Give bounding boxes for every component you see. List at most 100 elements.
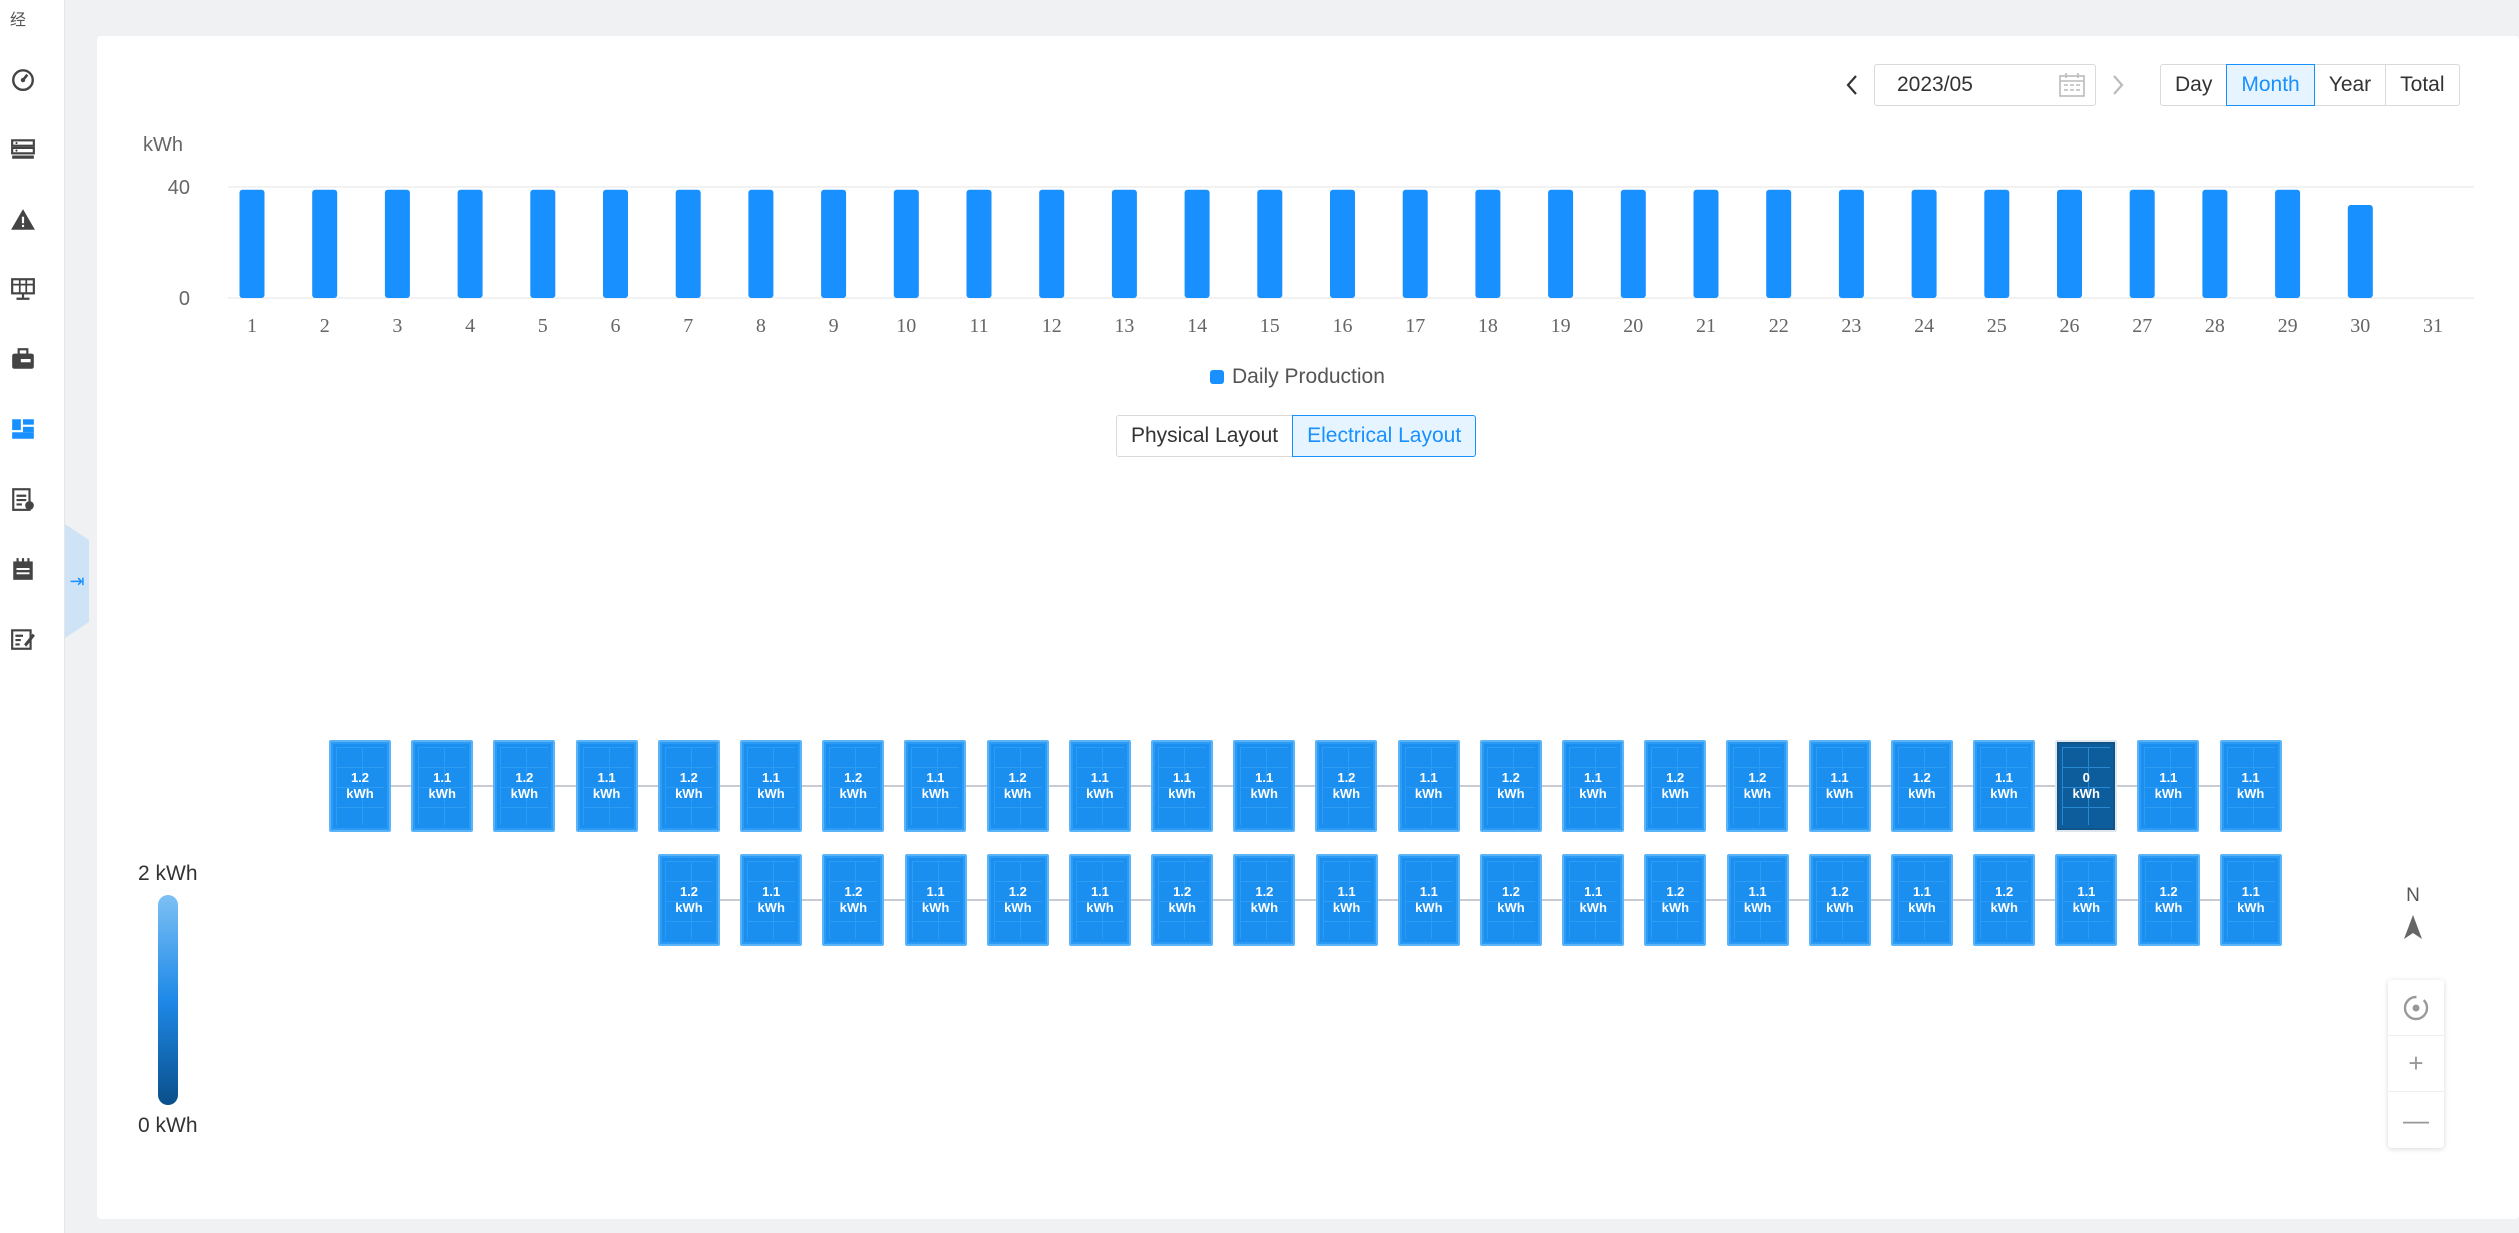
prev-period-icon[interactable] bbox=[1840, 69, 1864, 101]
panel-unit: kWh bbox=[2154, 786, 2183, 801]
solar-panel[interactable]: 1.1 kWh bbox=[1315, 854, 1378, 946]
solar-panel[interactable]: 1.2 kWh bbox=[1479, 740, 1542, 832]
solar-panel[interactable]: 1.1 kWh bbox=[2137, 740, 2200, 832]
layout-selector: Physical Layout Electrical Layout bbox=[1116, 415, 1477, 457]
solar-panel[interactable]: 1.2 kWh bbox=[1726, 740, 1789, 832]
date-picker-input[interactable]: 2023/05 bbox=[1874, 64, 2096, 106]
solar-panel[interactable]: 1.2 kWh bbox=[1233, 854, 1296, 946]
solar-panel[interactable]: 1.1 kWh bbox=[1151, 740, 1213, 832]
solar-panel[interactable]: 1.1 kWh bbox=[1068, 740, 1131, 832]
solar-panel[interactable]: 1.2 kWh bbox=[1890, 740, 1953, 832]
solar-panel[interactable]: 1.1 kWh bbox=[904, 740, 967, 832]
panel-unit: kWh bbox=[1086, 786, 1114, 801]
panel-unit: kWh bbox=[1661, 786, 1689, 801]
solar-panel[interactable]: 1.1 kWh bbox=[1562, 740, 1624, 832]
panel-unit: kWh bbox=[1414, 786, 1443, 801]
solar-panel[interactable]: 1.1 kWh bbox=[2219, 740, 2282, 832]
solar-panel[interactable]: 1.1 kWh bbox=[1397, 740, 1460, 832]
panel-unit: kWh bbox=[1250, 900, 1279, 915]
layout-grid-icon[interactable] bbox=[8, 414, 38, 444]
solar-panel[interactable]: 1.1 kWh bbox=[904, 854, 967, 946]
solar-panel[interactable]: 1.2 kWh bbox=[1644, 854, 1707, 946]
legend-label: Daily Production bbox=[1232, 365, 1385, 388]
solar-panel[interactable]: 1.1 kWh bbox=[740, 740, 802, 832]
solar-panel[interactable]: 1.1 kWh bbox=[1069, 854, 1131, 946]
solar-panel[interactable]: 1.2 kWh bbox=[986, 854, 1049, 946]
panel-unit: kWh bbox=[1168, 786, 1196, 801]
toolbox-icon[interactable] bbox=[8, 344, 38, 374]
panel-value: 1.1 bbox=[1337, 884, 1356, 899]
next-period-icon[interactable] bbox=[2106, 69, 2130, 101]
solar-panel[interactable]: 1.2 kWh bbox=[658, 854, 720, 946]
edit-notes-icon[interactable] bbox=[8, 624, 38, 654]
server-list-icon[interactable] bbox=[8, 134, 38, 164]
panel-unit: kWh bbox=[1497, 900, 1525, 915]
panel-value: 1.2 bbox=[1008, 770, 1027, 785]
solar-panel[interactable]: 1.2 kWh bbox=[1151, 854, 1214, 946]
date-value: 2023/05 bbox=[1897, 73, 1973, 96]
calendar-icon bbox=[2059, 73, 2085, 97]
tab-month[interactable]: Month bbox=[2226, 64, 2315, 106]
panel-unit: kWh bbox=[1743, 900, 1772, 915]
zoom-out-button[interactable]: — bbox=[2403, 1104, 2429, 1135]
solar-panel[interactable]: 1.2 kWh bbox=[1315, 740, 1378, 832]
panel-value: 1.2 bbox=[1995, 884, 2014, 899]
solar-panel[interactable]: 1.2 kWh bbox=[1808, 854, 1871, 946]
solar-panel[interactable]: 1.2 kWh bbox=[1644, 740, 1707, 832]
sidebar-collapse-toggle[interactable]: ⇥ bbox=[65, 524, 89, 638]
main-card bbox=[97, 36, 2519, 1219]
chart-legend[interactable]: Daily Production bbox=[1210, 365, 1385, 389]
tab-physical-layout[interactable]: Physical Layout bbox=[1116, 415, 1294, 457]
solar-panel[interactable]: 0 kWh bbox=[2055, 740, 2118, 832]
solar-panel[interactable]: 1.1 kWh bbox=[1726, 854, 1789, 946]
solar-panel[interactable]: 1.1 kWh bbox=[740, 854, 803, 946]
panel-value: 1.1 bbox=[2241, 770, 2260, 785]
tab-total[interactable]: Total bbox=[2385, 64, 2460, 106]
panel-unit: kWh bbox=[592, 786, 621, 801]
panel-unit: kWh bbox=[1825, 786, 1854, 801]
period-selector: Day Month Year Total bbox=[2160, 64, 2460, 106]
solar-panel[interactable]: 1.1 kWh bbox=[1891, 854, 1953, 946]
solar-panel[interactable]: 1.1 kWh bbox=[575, 740, 638, 832]
string-connection-line bbox=[689, 899, 2251, 901]
tab-day[interactable]: Day bbox=[2160, 64, 2228, 106]
dashboard-gauge-icon[interactable] bbox=[8, 64, 38, 94]
tab-year[interactable]: Year bbox=[2313, 64, 2387, 106]
solar-panel[interactable]: 1.2 kWh bbox=[822, 740, 885, 832]
sidebar: 经 bbox=[0, 0, 65, 1233]
solar-panel[interactable]: 1.1 kWh bbox=[1397, 854, 1460, 946]
solar-panel[interactable]: 1.2 kWh bbox=[1480, 854, 1542, 946]
panel-unit: kWh bbox=[839, 900, 868, 915]
clipboard-report-icon[interactable] bbox=[8, 484, 38, 514]
panel-unit: kWh bbox=[346, 786, 374, 801]
alarm-warning-icon[interactable] bbox=[8, 205, 38, 235]
panel-unit: kWh bbox=[839, 786, 867, 801]
solar-panel[interactable]: 1.1 kWh bbox=[411, 740, 474, 832]
solar-panel[interactable]: 1.2 kWh bbox=[2137, 854, 2200, 946]
solar-panel[interactable]: 1.2 kWh bbox=[329, 740, 391, 832]
solar-panel[interactable]: 1.2 kWh bbox=[822, 854, 885, 946]
solar-panel[interactable]: 1.1 kWh bbox=[1808, 740, 1871, 832]
solar-panel[interactable]: 1.2 kWh bbox=[657, 740, 720, 832]
solar-panel[interactable]: 1.2 kWh bbox=[986, 740, 1049, 832]
solar-panel[interactable]: 1.1 kWh bbox=[1973, 740, 2035, 832]
solar-panel[interactable]: 1.1 kWh bbox=[1562, 854, 1625, 946]
tab-electrical-layout[interactable]: Electrical Layout bbox=[1292, 415, 1477, 457]
zoom-in-button[interactable]: + bbox=[2388, 1036, 2444, 1092]
solar-panel[interactable]: 1.1 kWh bbox=[1233, 740, 1296, 832]
panel-unit: kWh bbox=[1579, 900, 1607, 915]
reset-view-button[interactable] bbox=[2388, 980, 2444, 1036]
panel-unit: kWh bbox=[1004, 900, 1032, 915]
energy-color-scale bbox=[158, 895, 178, 1105]
panel-unit: kWh bbox=[675, 786, 703, 801]
solar-panel[interactable]: 1.1 kWh bbox=[2055, 854, 2118, 946]
panel-value: 0 bbox=[2082, 770, 2090, 785]
panel-value: 1.2 bbox=[1008, 884, 1027, 899]
solar-panel[interactable]: 1.2 kWh bbox=[493, 740, 556, 832]
calendar-log-icon[interactable] bbox=[8, 554, 38, 584]
solar-panel[interactable]: 1.1 kWh bbox=[2219, 854, 2282, 946]
panel-unit: kWh bbox=[1332, 786, 1361, 801]
panel-value: 1.2 bbox=[350, 770, 370, 785]
solar-panel[interactable]: 1.2 kWh bbox=[1973, 854, 2036, 946]
solar-monitor-icon[interactable] bbox=[8, 274, 38, 304]
